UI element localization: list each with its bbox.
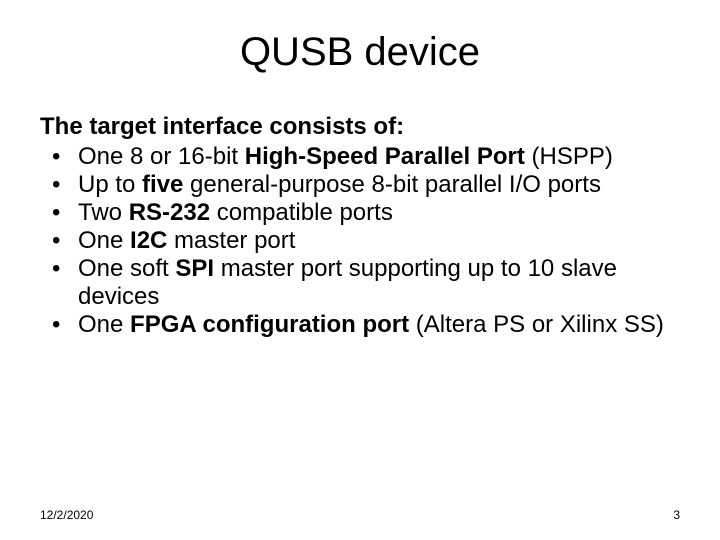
bullet-list: One 8 or 16-bit High-Speed Parallel Port… (40, 143, 680, 340)
intro-text: The target interface consists of: (40, 113, 680, 141)
bullet-post: (HSPP) (525, 143, 613, 170)
bullet-post: general-purpose 8-bit parallel I/O ports (183, 171, 601, 198)
footer-date: 12/2/2020 (40, 508, 93, 522)
bullet-pre: One soft (78, 255, 175, 282)
bullet-bold: five (142, 171, 183, 198)
bullet-bold: I2C (130, 227, 167, 254)
bullet-post: master port (167, 227, 295, 254)
bullet-pre: One (78, 311, 130, 338)
bullet-pre: Up to (78, 171, 142, 198)
bullet-pre: Two (78, 199, 129, 226)
list-item: One FPGA configuration port (Altera PS o… (40, 311, 680, 339)
list-item: One I2C master port (40, 227, 680, 255)
bullet-bold: SPI (175, 255, 214, 282)
bullet-bold: High-Speed Parallel Port (245, 143, 525, 170)
slide-title: QUSB device (40, 30, 680, 75)
bullet-bold: RS-232 (129, 199, 210, 226)
bullet-bold: FPGA configuration port (130, 311, 409, 338)
slide: QUSB device The target interface consist… (0, 0, 720, 540)
footer-page: 3 (673, 508, 680, 522)
list-item: Two RS-232 compatible ports (40, 199, 680, 227)
list-item: One 8 or 16-bit High-Speed Parallel Port… (40, 143, 680, 171)
slide-footer: 12/2/2020 3 (40, 508, 680, 522)
bullet-post: compatible ports (210, 199, 393, 226)
bullet-post: (Altera PS or Xilinx SS) (409, 311, 664, 338)
bullet-pre: One 8 or 16-bit (78, 143, 245, 170)
bullet-pre: One (78, 227, 130, 254)
list-item: Up to five general-purpose 8-bit paralle… (40, 171, 680, 199)
list-item: One soft SPI master port supporting up t… (40, 255, 680, 311)
